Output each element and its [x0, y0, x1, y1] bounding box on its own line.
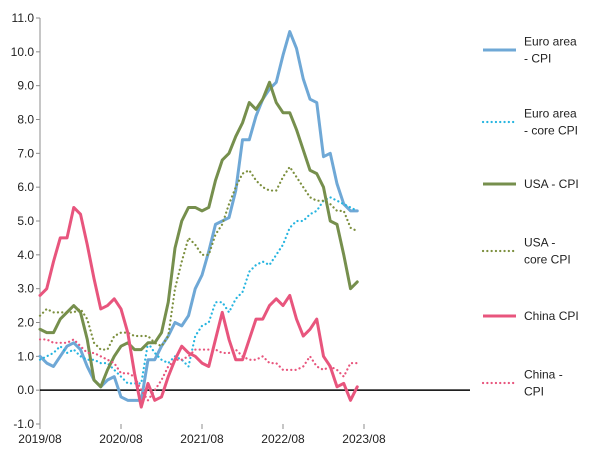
- legend-label-1: - CPI: [524, 52, 551, 66]
- legend-label-3: USA - CPI: [524, 177, 579, 191]
- y-tick-label: 11.0: [12, 11, 35, 25]
- legend-label-4: USA -: [524, 236, 555, 250]
- series-line-3: [38, 80, 359, 389]
- y-tick-label: 3.0: [17, 282, 34, 296]
- x-tick-label: 2023/08: [342, 432, 386, 446]
- y-tick-label: -1.0: [13, 417, 34, 431]
- legend-label-5: China CPI: [524, 309, 579, 323]
- legend-label-6: China -: [524, 368, 563, 382]
- legend-label-2: - core CPI: [524, 124, 578, 138]
- legend-label-6: CPI: [524, 385, 544, 399]
- y-tick-label: 4.0: [17, 248, 34, 262]
- y-tick-label: 10.0: [11, 45, 35, 59]
- legend-label-4: core CPI: [524, 253, 571, 267]
- y-tick-label: 9.0: [17, 79, 34, 93]
- y-tick-label: 0.0: [17, 383, 34, 397]
- series-line-4: [38, 165, 359, 351]
- y-tick-label: 8.0: [17, 113, 34, 127]
- legend-label-2: Euro area: [524, 107, 577, 121]
- y-tick-label: 5.0: [17, 214, 34, 228]
- x-tick-label: 2021/08: [180, 432, 224, 446]
- legend-label-1: Euro area: [524, 35, 577, 49]
- y-tick-label: 2.0: [17, 316, 34, 330]
- y-tick-label: 1.0: [17, 349, 34, 363]
- x-tick-label: 2022/08: [261, 432, 305, 446]
- y-tick-label: 6.0: [17, 180, 34, 194]
- series-line-2: [38, 196, 359, 385]
- x-tick-label: 2020/08: [99, 432, 143, 446]
- x-tick-label: 2019/08: [18, 432, 62, 446]
- series-layer: [38, 30, 359, 409]
- y-tick-label: 7.0: [17, 146, 34, 160]
- chart-legend: Euro area - CPI Euro area - core CPI USA - C…: [481, 35, 579, 399]
- series-line-6: [38, 338, 359, 402]
- series-line-5: [38, 205, 359, 409]
- chart-axes: -1.0 0.0 1.0 2.0 3.0 4.0 5.0 6.0 7.0 8.0 9.0 10.0 11…: [11, 11, 470, 446]
